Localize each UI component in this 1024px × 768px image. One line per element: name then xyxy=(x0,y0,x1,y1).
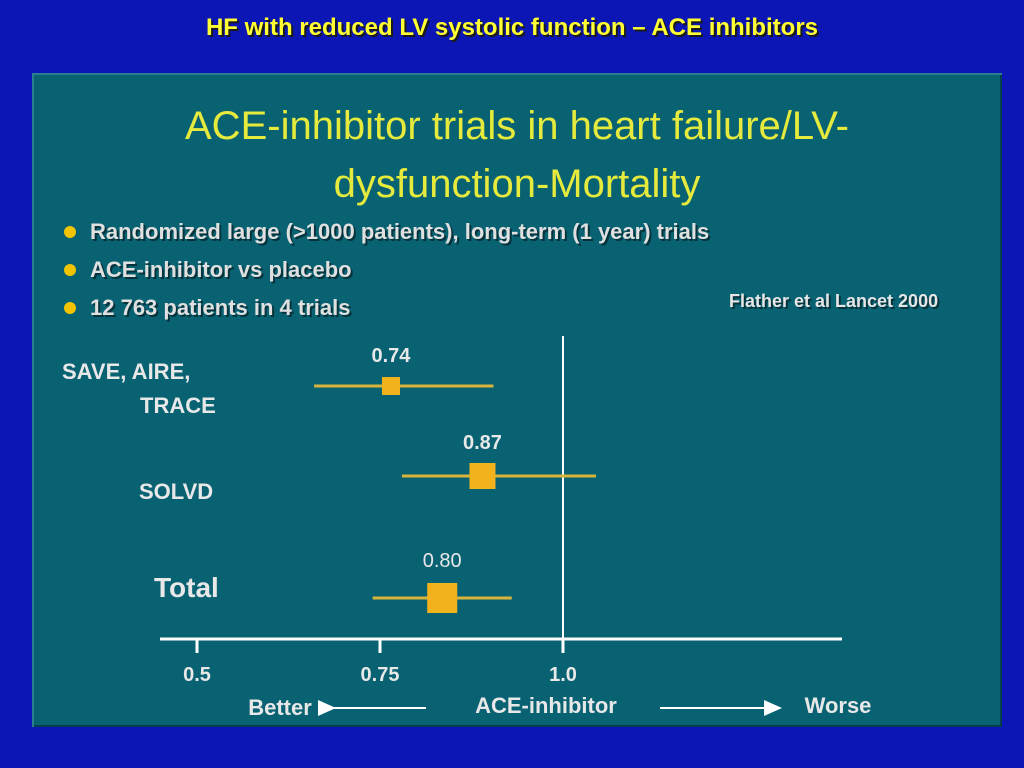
bullet-text: ACE-inhibitor vs placebo xyxy=(90,257,352,282)
x-tick-label: 0.5 xyxy=(183,664,211,686)
bullet-item: Randomized large (>1000 patients), long-… xyxy=(62,213,709,251)
direction-right-label: Worse xyxy=(805,693,872,718)
row-label: SOLVD xyxy=(139,479,213,504)
direction-left-label: Better xyxy=(248,695,312,720)
row-label: SAVE, AIRE, xyxy=(62,359,190,384)
direction-center-label: ACE-inhibitor xyxy=(475,693,617,718)
bullet-dot-icon xyxy=(64,302,76,314)
bullet-text: Randomized large (>1000 patients), long-… xyxy=(90,219,710,244)
estimate-label: 0.87 xyxy=(463,432,502,454)
header-title: HF with reduced LV systolic function – A… xyxy=(205,14,819,41)
bullet-item: 12 763 patients in 4 trials xyxy=(62,289,709,327)
bullet-text: 12 763 patients in 4 trials xyxy=(90,295,351,320)
row-label: Total xyxy=(154,572,219,603)
bullet-list: Randomized large (>1000 patients), long-… xyxy=(62,213,709,327)
slide-panel: ACE-inhibitor trials in heart failure/LV… xyxy=(32,73,1002,727)
slide-title: ACE-inhibitor trials in heart failure/LV… xyxy=(32,97,1002,213)
forest-plot: 0.5 0.75 1.0 SAVE, AIRE, TRACE 0.74 SOLVD 0.87 T… xyxy=(62,336,872,720)
row-label: TRACE xyxy=(140,393,216,418)
estimate-label: 0.74 xyxy=(372,345,412,367)
estimate-marker xyxy=(469,463,496,489)
bullet-item: ACE-inhibitor vs placebo xyxy=(62,251,709,289)
citation: Flather et al Lancet 2000 xyxy=(729,291,939,311)
estimate-label: 0.80 xyxy=(423,550,462,572)
bullet-dot-icon xyxy=(64,226,76,238)
slide-title-line-1: ACE-inhibitor trials in heart failure/LV… xyxy=(185,104,849,148)
x-tick-label: 0.75 xyxy=(361,664,400,686)
slide-title-line-2: dysfunction-Mortality xyxy=(333,162,701,206)
estimate-marker xyxy=(427,583,458,613)
x-tick-label: 1.0 xyxy=(549,664,577,686)
bullet-dot-icon xyxy=(64,264,76,276)
estimate-marker xyxy=(381,377,400,395)
